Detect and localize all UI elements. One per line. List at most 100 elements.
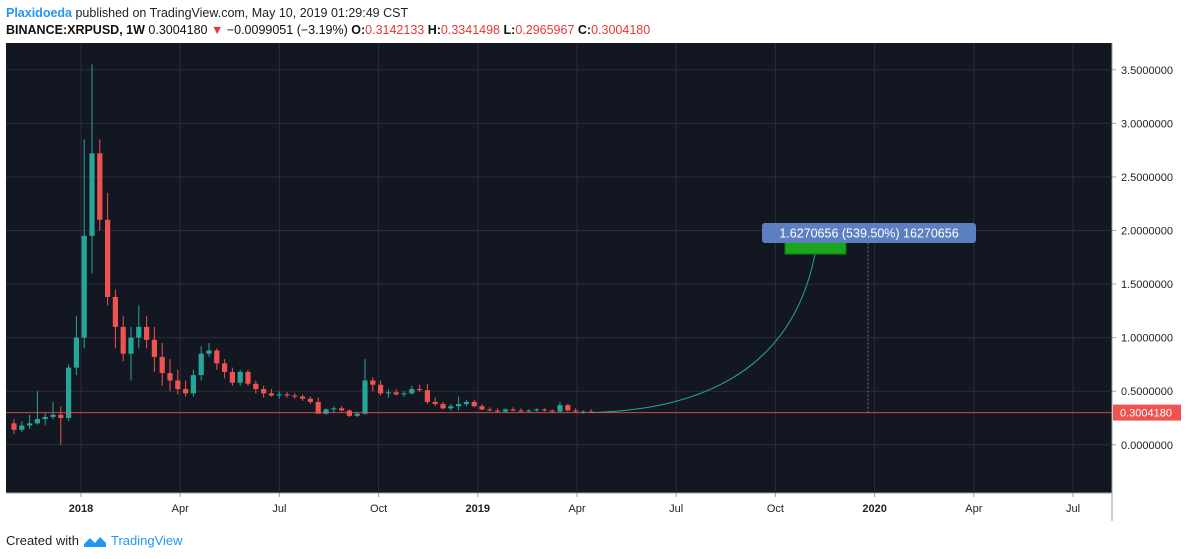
candle-body — [105, 219, 111, 297]
candle-body — [409, 389, 415, 394]
x-tick-label: Jul — [272, 503, 286, 515]
candle-body — [331, 408, 337, 410]
last-price-marker: 0.3004180 — [6, 404, 1181, 421]
projection-drawing[interactable]: 1.6270656 (539.50%) 16270656 — [591, 223, 976, 414]
candle-body — [81, 235, 87, 338]
candle-body — [378, 384, 384, 394]
price-change: −0.0099051 (−3.19%) — [226, 23, 348, 37]
x-tick-label: 2020 — [862, 503, 886, 515]
high-label: H: — [427, 23, 441, 37]
candle-body — [432, 401, 438, 405]
projection-curve — [591, 253, 816, 414]
candle-body — [97, 153, 103, 220]
candle-body — [112, 296, 118, 327]
symbol-label: BINANCE:XRPUSD, 1W — [6, 23, 145, 37]
candle-body — [50, 414, 56, 417]
candle-body — [183, 389, 189, 394]
candle-body — [206, 350, 212, 354]
candle-body — [120, 326, 126, 354]
candle-body — [190, 375, 196, 394]
candle-body — [448, 406, 454, 409]
candle-body — [346, 410, 352, 416]
candle-body — [34, 419, 40, 424]
candle-body — [268, 393, 274, 396]
candle-body — [417, 389, 423, 391]
candle-body — [463, 401, 469, 405]
plot-area[interactable] — [6, 43, 1112, 493]
x-tick-label: Oct — [767, 503, 784, 515]
candle-body — [159, 356, 165, 373]
candle-body — [385, 392, 391, 394]
candle-body — [261, 389, 267, 394]
candle-body — [424, 390, 430, 402]
candle-body — [580, 411, 586, 413]
candle-body — [300, 396, 306, 399]
x-tick-label: Oct — [370, 503, 387, 515]
candle-body — [66, 367, 72, 418]
y-tick-label: 1.5000000 — [1121, 279, 1173, 291]
candle-body — [440, 404, 446, 409]
candle-body — [315, 401, 321, 414]
projection-label: 1.6270656 (539.50%) 16270656 — [779, 227, 958, 241]
candle-body — [401, 393, 407, 395]
candle-body — [573, 410, 579, 412]
x-tick-label: Apr — [568, 503, 585, 515]
low-label: L: — [503, 23, 516, 37]
x-tick-label: Jul — [669, 503, 683, 515]
x-tick-label: 2018 — [69, 503, 93, 515]
candle-body — [471, 401, 477, 407]
open-label: O: — [351, 23, 366, 37]
candle-body — [136, 326, 142, 338]
candle-body — [167, 373, 173, 381]
candles — [11, 64, 594, 445]
candle-body — [292, 395, 298, 397]
candle-body — [541, 409, 547, 411]
tradingview-brand[interactable]: TradingView — [110, 533, 183, 548]
candle-body — [479, 406, 485, 410]
candle-body — [276, 394, 282, 396]
candle-body — [393, 392, 399, 395]
projection-label-bg — [762, 223, 976, 243]
open-value: 0.3142133 — [365, 23, 425, 37]
footer: Created with TradingView — [6, 533, 183, 548]
y-tick-label: 2.0000000 — [1121, 226, 1173, 238]
close-value: 0.3004180 — [591, 23, 651, 37]
candle-body — [526, 410, 532, 412]
candle-body — [487, 409, 493, 411]
author-name[interactable]: Plaxidoeda — [6, 6, 72, 20]
candle-body — [495, 410, 501, 412]
tradingview-logo-icon — [83, 536, 106, 547]
created-with-text: Created with — [6, 533, 79, 548]
candle-body — [19, 425, 25, 430]
candle-body — [456, 404, 462, 407]
publish-info: published on TradingView.com, May 10, 20… — [75, 6, 409, 20]
candle-body — [549, 410, 555, 412]
candle-body — [214, 350, 220, 364]
candle-body — [89, 153, 95, 236]
candle-body — [42, 416, 48, 420]
candle-body — [362, 380, 368, 414]
last-price-tag-label: 0.3004180 — [1120, 408, 1172, 420]
candle-body — [502, 409, 508, 412]
candle-body — [510, 409, 516, 411]
price-axis[interactable] — [1112, 43, 1182, 521]
x-tick-label: 2019 — [466, 503, 490, 515]
candle-body — [237, 371, 243, 383]
x-tick-label: Apr — [172, 503, 189, 515]
high-value: 0.3341498 — [440, 23, 501, 37]
y-tick-label: 0.5000000 — [1121, 386, 1173, 398]
y-tick-label: 1.0000000 — [1121, 333, 1173, 345]
candle-body — [339, 408, 345, 411]
candle-body — [245, 371, 251, 384]
price-chart[interactable]: 0.0000000 0.5000000 1.0000000 1.5000000 2.00… — [6, 43, 1182, 521]
candle-body — [128, 337, 134, 354]
candle-body — [73, 337, 79, 368]
time-axis[interactable] — [6, 493, 1112, 521]
candle-body — [222, 363, 228, 372]
candle-body — [307, 398, 313, 402]
last-price: 0.3004180 — [148, 23, 208, 37]
candle-body — [229, 371, 235, 383]
x-tick-label: Jul — [1066, 503, 1080, 515]
y-tick-label: 3.5000000 — [1121, 65, 1173, 77]
y-tick-label: 3.0000000 — [1121, 118, 1173, 130]
